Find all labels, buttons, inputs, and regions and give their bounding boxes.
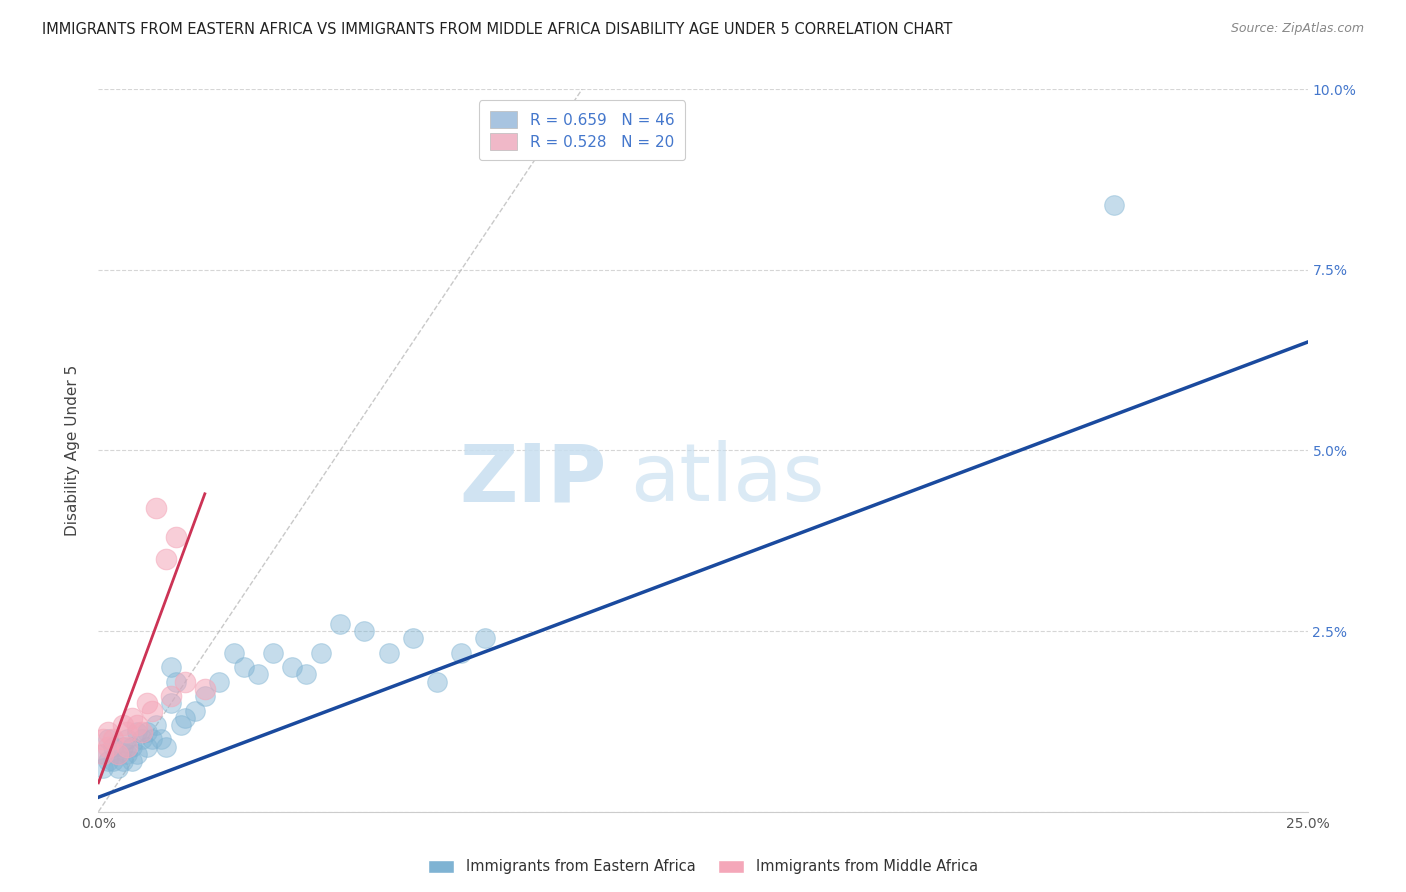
Text: IMMIGRANTS FROM EASTERN AFRICA VS IMMIGRANTS FROM MIDDLE AFRICA DISABILITY AGE U: IMMIGRANTS FROM EASTERN AFRICA VS IMMIGR…: [42, 22, 952, 37]
Point: [121, 711, 143, 725]
Point: [169, 718, 191, 732]
Y-axis label: Disability Age Under 5: Disability Age Under 5: [65, 365, 80, 536]
Point: [165, 674, 187, 689]
Point: [97, 725, 120, 739]
Point: [97, 754, 120, 768]
Text: Source: ZipAtlas.com: Source: ZipAtlas.com: [1230, 22, 1364, 36]
Point: [111, 718, 134, 732]
Point: [97, 739, 120, 754]
Point: [184, 704, 207, 718]
Point: [121, 739, 143, 754]
Point: [121, 754, 143, 768]
Point: [117, 725, 139, 739]
Point: [91, 747, 114, 761]
Point: [377, 646, 399, 660]
Point: [101, 739, 124, 754]
Point: [131, 732, 153, 747]
Point: [111, 739, 134, 754]
Point: [141, 704, 163, 718]
Point: [141, 732, 163, 747]
Point: [262, 646, 284, 660]
Point: [232, 660, 254, 674]
Point: [127, 718, 149, 732]
Point: [1102, 198, 1125, 212]
Point: [174, 711, 197, 725]
Point: [111, 754, 134, 768]
Point: [295, 667, 318, 681]
Point: [131, 725, 153, 739]
Point: [222, 646, 245, 660]
Legend: R = 0.659   N = 46, R = 0.528   N = 20: R = 0.659 N = 46, R = 0.528 N = 20: [479, 101, 685, 161]
Point: [135, 739, 157, 754]
Point: [194, 689, 217, 703]
Point: [208, 674, 231, 689]
Point: [402, 632, 425, 646]
Point: [155, 739, 177, 754]
Point: [247, 667, 270, 681]
Point: [117, 732, 139, 747]
Text: atlas: atlas: [630, 441, 825, 518]
Point: [91, 732, 114, 747]
Point: [155, 551, 177, 566]
Point: [281, 660, 304, 674]
Point: [117, 747, 139, 761]
Point: [127, 725, 149, 739]
Point: [101, 754, 124, 768]
Point: [174, 674, 197, 689]
Point: [194, 681, 217, 696]
Point: [127, 747, 149, 761]
Point: [145, 501, 167, 516]
Text: ZIP: ZIP: [458, 441, 606, 518]
Point: [135, 697, 157, 711]
Point: [474, 632, 496, 646]
Legend: Immigrants from Eastern Africa, Immigrants from Middle Africa: Immigrants from Eastern Africa, Immigran…: [422, 854, 984, 880]
Point: [160, 697, 183, 711]
Point: [450, 646, 472, 660]
Point: [160, 660, 183, 674]
Point: [160, 689, 183, 703]
Point: [135, 725, 157, 739]
Point: [107, 747, 129, 761]
Point: [107, 747, 129, 761]
Point: [97, 732, 120, 747]
Point: [117, 739, 139, 754]
Point: [101, 732, 124, 747]
Point: [150, 732, 173, 747]
Point: [145, 718, 167, 732]
Point: [329, 616, 352, 631]
Point: [107, 761, 129, 775]
Point: [426, 674, 449, 689]
Point: [91, 761, 114, 775]
Point: [91, 747, 114, 761]
Point: [309, 646, 332, 660]
Point: [165, 530, 187, 544]
Point: [353, 624, 375, 639]
